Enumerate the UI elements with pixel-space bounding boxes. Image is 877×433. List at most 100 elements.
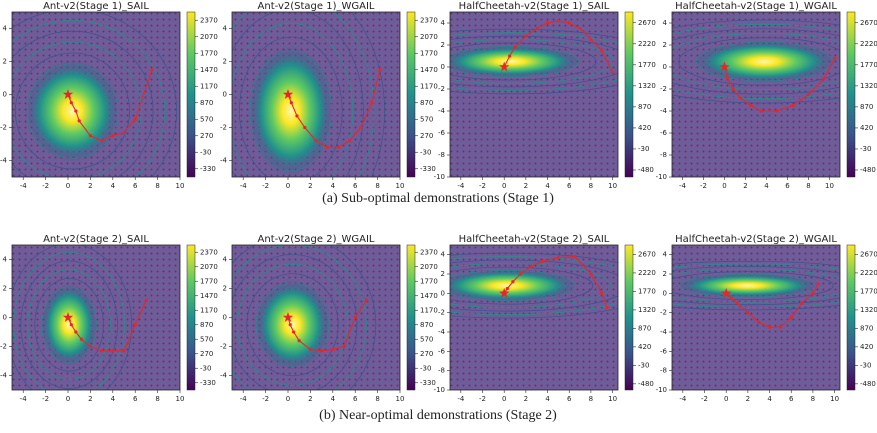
colorbar-tick-label: 2670 <box>860 250 877 258</box>
colorbar-tick-label: 420 <box>638 124 651 132</box>
colorbar-tick-label: 870 <box>420 99 433 107</box>
x-tick-label: -2 <box>479 182 486 190</box>
trajectory-point <box>822 76 826 80</box>
contour-line <box>672 271 834 300</box>
start-star <box>62 312 74 322</box>
colorbar <box>846 244 856 391</box>
colorbar-tick-label: -30 <box>200 148 211 156</box>
trajectory-point <box>791 103 795 108</box>
start-star <box>720 287 732 298</box>
colorbar <box>624 11 634 178</box>
trajectory-point <box>79 337 84 341</box>
colorbar-tick-label: -30 <box>860 361 871 369</box>
contour-line <box>450 252 618 319</box>
trajectory-point <box>535 26 539 31</box>
colorbar-tick-label: -30 <box>420 364 431 372</box>
contour-line <box>27 269 111 381</box>
y-tick-label: -4 <box>0 372 8 380</box>
y-tick-label: 2 <box>223 58 227 66</box>
trajectory-point <box>122 349 126 353</box>
contour-line <box>20 260 118 389</box>
caption: (a) Sub-optimal demonstrations (Stage 1) <box>322 191 554 206</box>
contour-line <box>12 245 132 390</box>
y-tick-label: 4 <box>3 25 8 33</box>
trajectory-point <box>511 280 515 284</box>
y-tick-label: 0 <box>223 91 227 99</box>
trajectory-point <box>513 45 517 49</box>
trajectory-point <box>292 330 296 334</box>
x-tick-label: 6 <box>567 395 572 403</box>
colorbar-tick-label: 1770 <box>638 61 656 69</box>
x-tick-label: 4 <box>764 182 769 190</box>
colorbar-tick-label: 2220 <box>638 269 656 277</box>
trajectory-point <box>325 145 329 149</box>
trajectory-point <box>370 101 374 105</box>
x-tick-label: 4 <box>767 395 772 403</box>
panel-title: HalfCheetah-v2(Stage 2)_WGAIL <box>675 234 837 245</box>
contour-line <box>672 28 840 95</box>
y-tick-label: -2 <box>438 85 445 93</box>
panel-title: HalfCheetah-v2(Stage 1)_WGAIL <box>675 1 837 12</box>
trajectory-point <box>378 68 382 72</box>
plot-area <box>232 12 400 177</box>
x-tick-label: 8 <box>589 395 593 403</box>
y-tick-label: 2 <box>441 41 445 49</box>
colorbar-tick-label: -480 <box>860 166 876 174</box>
plot-area <box>450 245 618 390</box>
panel-title: Ant-v2(Stage 1)_WGAIL <box>258 1 375 12</box>
x-tick-label: 0 <box>66 395 70 403</box>
colorbar-tick-label: 1470 <box>420 66 438 74</box>
y-tick-label: 4 <box>3 256 8 264</box>
x-tick-label: 4 <box>545 395 550 403</box>
colorbar-tick-label: 270 <box>200 132 213 140</box>
density <box>693 40 835 83</box>
trajectory-point <box>589 37 593 42</box>
colorbar <box>846 11 856 178</box>
colorbar-tick-label: 2670 <box>638 19 656 27</box>
density <box>450 45 582 78</box>
y-tick-label: -2 <box>220 124 227 132</box>
colorbar-tick-label: 2070 <box>420 263 438 271</box>
trajectory-point <box>556 255 560 260</box>
x-tick-label: -4 <box>240 395 248 403</box>
panel: HalfCheetah-v2(Stage 2)_WGAIL -4 -2 0 2 4 6 8 10… <box>656 234 877 403</box>
colorbar-tick-label: 1470 <box>200 66 218 74</box>
trajectory-point <box>331 347 335 351</box>
contour-line <box>450 259 618 312</box>
contour-line <box>450 42 597 81</box>
caption: (b) Near-optimal demonstrations (Stage 2… <box>319 408 557 423</box>
panel-title: Ant-v2(Stage 2)_WGAIL <box>258 234 375 245</box>
contour-line <box>672 263 840 308</box>
x-tick-label: -2 <box>701 395 708 403</box>
y-tick-label: 2 <box>663 41 667 49</box>
trajectory-point <box>589 272 593 276</box>
colorbar-tick-label: -330 <box>200 379 216 387</box>
x-tick-label: 2 <box>308 395 312 403</box>
x-tick-label: 0 <box>722 182 726 190</box>
trajectory-point <box>600 291 604 295</box>
axes-frame <box>449 11 619 178</box>
plot-area <box>12 12 180 177</box>
y-tick-label: -2 <box>438 309 445 317</box>
colorbar-tick-label: 570 <box>420 115 433 123</box>
colorbar-tick-label: 1770 <box>200 49 218 57</box>
y-tick-label: 2 <box>663 270 667 278</box>
x-tick-label: 0 <box>286 395 290 403</box>
trajectory-point <box>100 139 104 143</box>
colorbar-tick-label: 1470 <box>200 292 218 300</box>
x-tick-label: 2 <box>308 182 312 190</box>
trajectory-point <box>556 19 560 23</box>
axes-frame <box>671 11 841 178</box>
trajectory-point <box>342 344 346 349</box>
colorbar-tick-label: 420 <box>860 124 873 132</box>
trajectory-point <box>100 349 104 353</box>
contour-line <box>672 19 840 104</box>
trajectory-point <box>789 315 793 320</box>
y-tick-label: -10 <box>656 386 667 394</box>
x-tick-label: 2 <box>746 395 750 403</box>
contour-line <box>12 41 142 177</box>
contour-line <box>672 268 840 303</box>
trajectory-point <box>111 134 115 138</box>
axes-frame <box>671 244 841 391</box>
